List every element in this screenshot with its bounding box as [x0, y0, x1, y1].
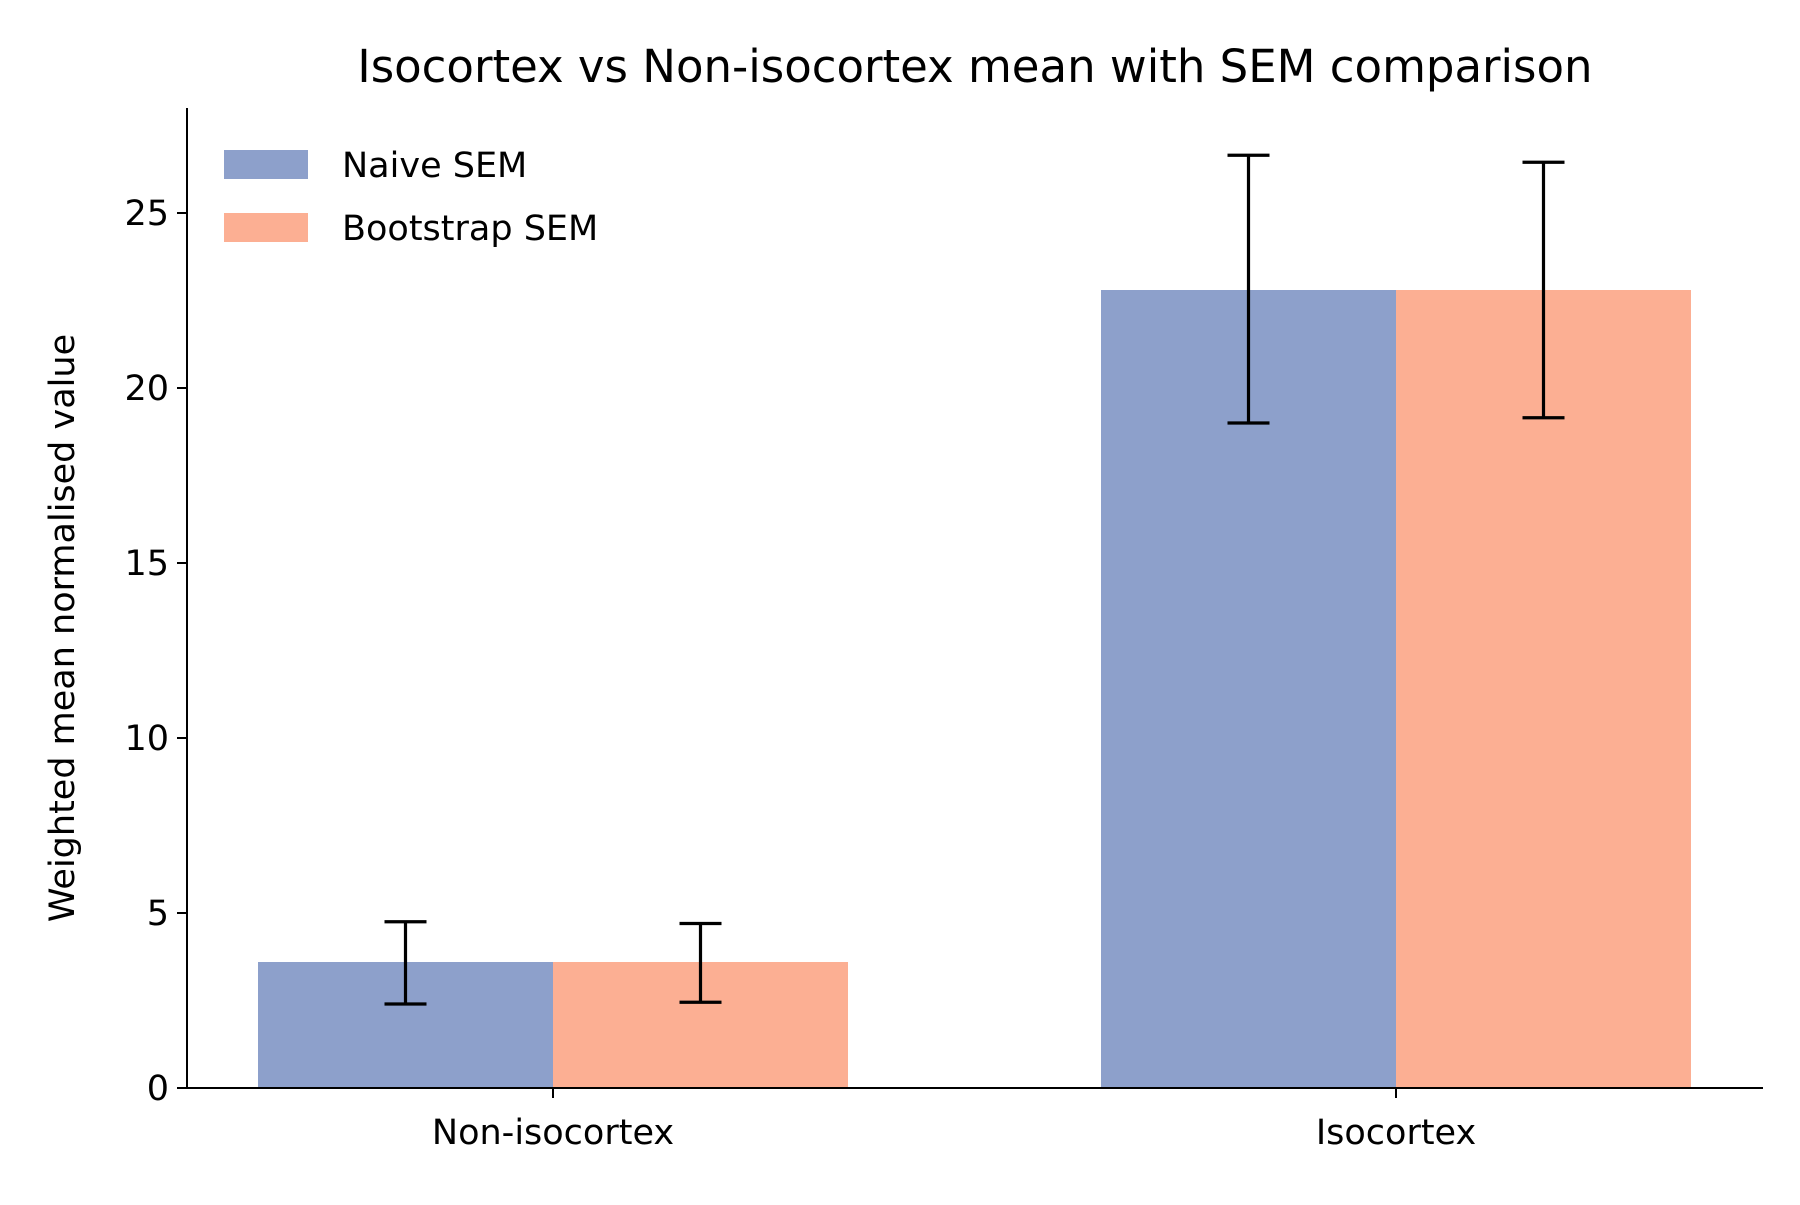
- error-bars-layer: [384, 153, 1565, 1006]
- y-tick-label: 25: [124, 194, 169, 234]
- legend: Naive SEM Bootstrap SEM: [224, 146, 598, 249]
- legend-label: Bootstrap SEM: [342, 209, 598, 249]
- y-tick-label: 5: [147, 894, 169, 934]
- y-tick-label: 20: [124, 369, 169, 409]
- legend-label: Naive SEM: [342, 146, 527, 186]
- y-tick-label: 0: [147, 1069, 169, 1109]
- legend-swatch: [224, 150, 308, 179]
- y-axis-label: Weighted mean normalised value: [43, 334, 83, 922]
- y-tick-label: 10: [124, 719, 169, 759]
- axes-layer: 0 5 10 15 20 25 Non-isocortex Isocortex: [124, 108, 1763, 1153]
- bar: [1396, 290, 1691, 1088]
- legend-swatch: [224, 213, 308, 242]
- y-tick-label: 15: [124, 544, 169, 584]
- bars-layer: [258, 290, 1691, 1088]
- chart-title: Isocortex vs Non-isocortex mean with SEM…: [357, 40, 1592, 93]
- x-tick-label: Non-isocortex: [432, 1113, 674, 1153]
- x-tick-label: Isocortex: [1316, 1113, 1476, 1153]
